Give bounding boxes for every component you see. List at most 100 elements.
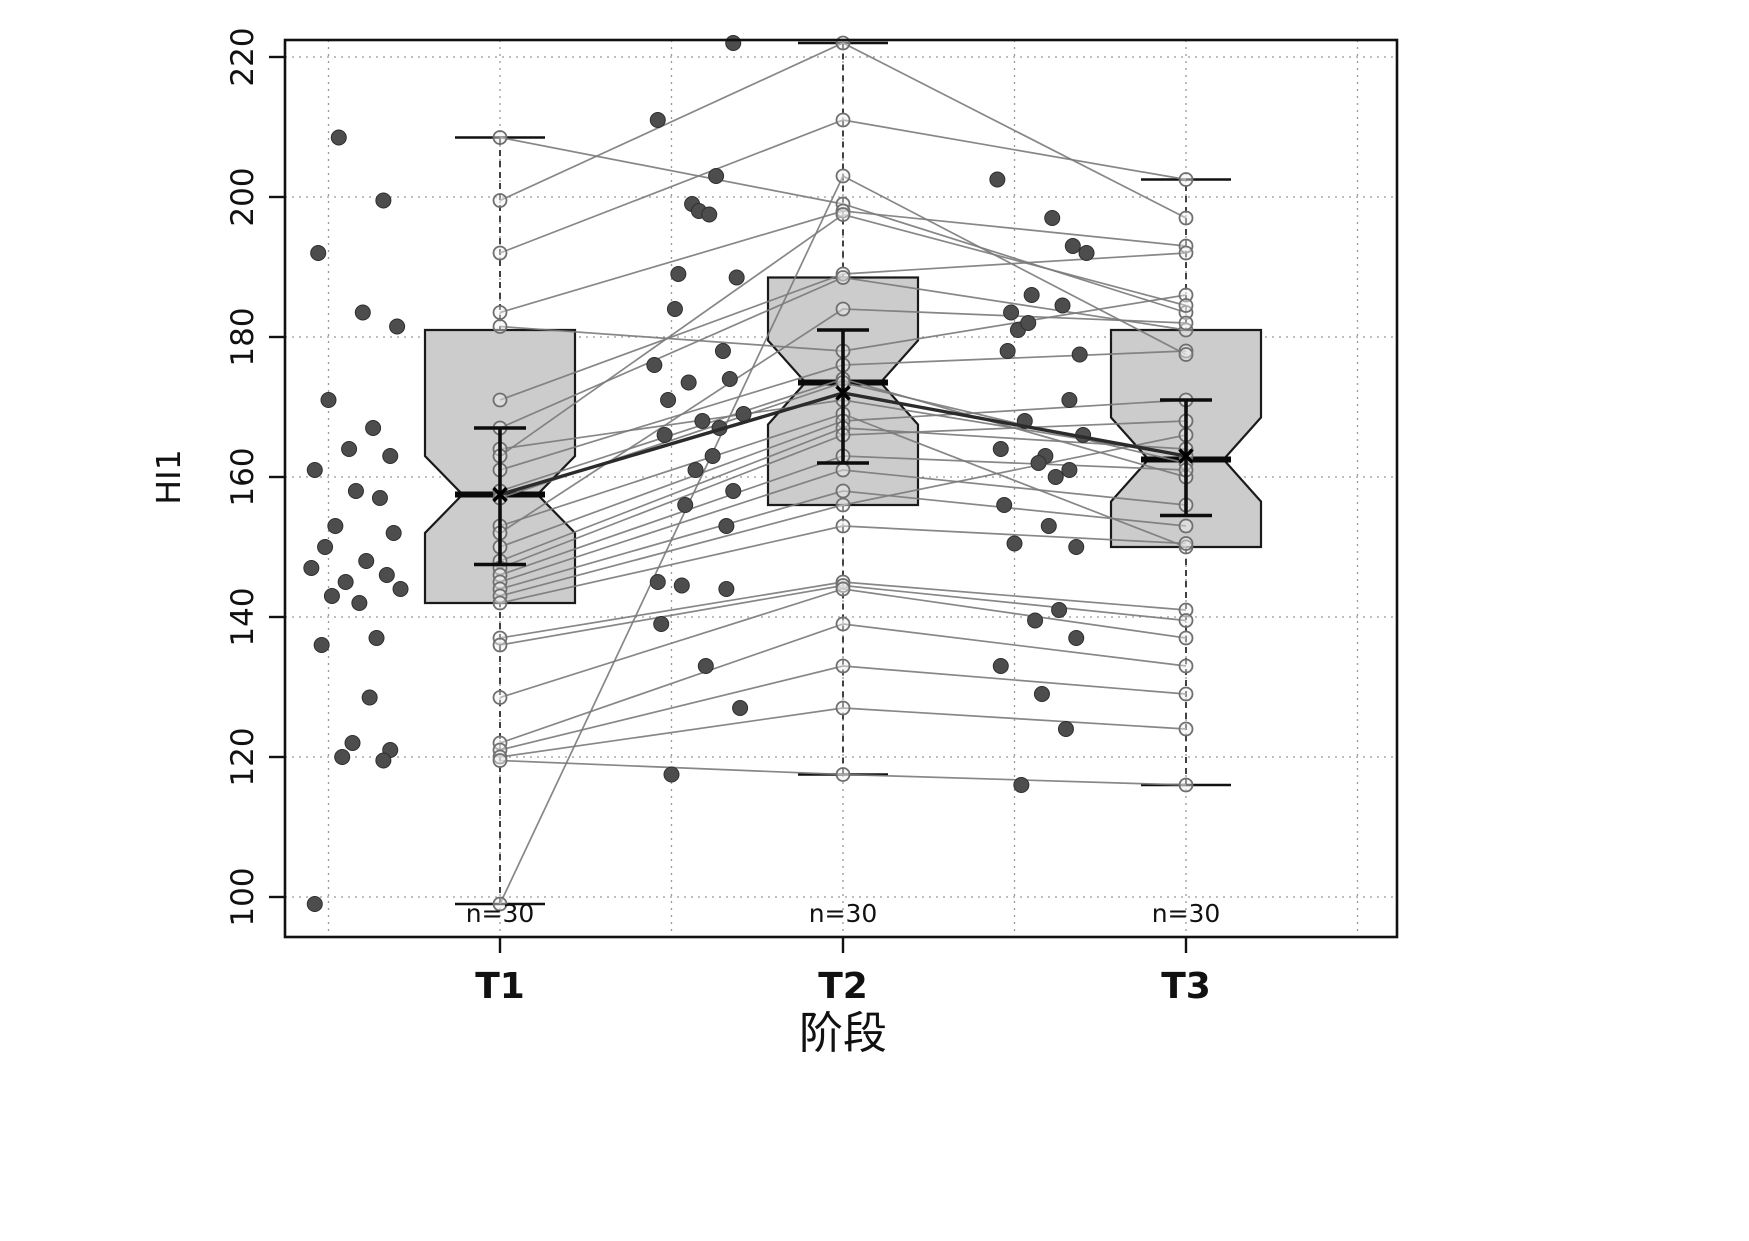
x-tick-label-T2: T2 xyxy=(818,966,868,1007)
raw-data-dot xyxy=(663,766,680,783)
y-axis-title: HI1 xyxy=(149,449,188,505)
y-tick-label: 100 xyxy=(225,867,261,926)
raw-data-dot xyxy=(666,301,683,317)
raw-data-dot xyxy=(1068,539,1085,555)
raw-data-dot xyxy=(718,518,735,534)
raw-data-dot xyxy=(1040,518,1057,534)
raw-data-dot xyxy=(687,462,704,478)
open-point xyxy=(835,767,851,782)
raw-data-dot xyxy=(365,420,382,436)
open-point xyxy=(492,305,508,320)
means xyxy=(492,385,1194,503)
open-point xyxy=(835,700,851,716)
raw-data-dot xyxy=(310,245,327,261)
raw-data-dot xyxy=(646,357,663,373)
open-point xyxy=(835,270,851,285)
open-point xyxy=(835,35,851,51)
raw-data-dot xyxy=(385,525,402,541)
y-tick-label: 120 xyxy=(225,727,261,786)
raw-data-dot xyxy=(1027,612,1044,629)
open-point xyxy=(835,207,851,222)
raw-data-dot xyxy=(323,588,340,604)
open-point xyxy=(1178,210,1194,226)
open-point xyxy=(835,301,851,317)
raw-data-dot xyxy=(996,497,1013,513)
raw-data-dot xyxy=(992,441,1009,457)
raw-data-dot xyxy=(358,553,375,569)
open-point xyxy=(1178,347,1194,362)
raw-data-dot xyxy=(725,35,742,51)
open-point xyxy=(1178,630,1194,646)
raw-data-dot xyxy=(725,483,742,499)
raw-data-dot xyxy=(653,616,670,632)
raw-data-dot xyxy=(718,581,735,597)
open-point xyxy=(835,518,851,534)
open-point xyxy=(492,193,508,208)
mean-marker xyxy=(1178,448,1194,464)
raw-data-dot xyxy=(649,574,666,590)
raw-data-dot xyxy=(660,392,677,408)
x-tick-label-T1: T1 xyxy=(475,966,525,1007)
open-point xyxy=(1178,721,1194,737)
raw-data-dot xyxy=(673,577,690,594)
raw-data-dot xyxy=(306,896,323,912)
subject-trajectory xyxy=(499,665,1187,751)
open-point xyxy=(835,168,851,184)
subject-trajectory xyxy=(499,276,1187,429)
open-point xyxy=(835,658,851,674)
mean-marker xyxy=(492,486,508,503)
mean-marker xyxy=(835,385,851,401)
y-axis: 100 120 140 160 180 200 220 xyxy=(225,27,285,927)
subject-trajectory xyxy=(499,469,1187,583)
raw-data-dot xyxy=(1051,602,1068,618)
raw-data-dot xyxy=(680,374,697,391)
raw-data-dot xyxy=(337,574,354,590)
raw-data-dot xyxy=(317,539,334,555)
raw-data-dot xyxy=(694,413,711,429)
raw-data-dot xyxy=(371,490,388,506)
subject-trajectory xyxy=(499,119,1187,254)
raw-data-dot xyxy=(1006,535,1023,552)
raw-data-dot xyxy=(677,497,694,513)
open-point xyxy=(1178,602,1194,618)
y-tick-label: 200 xyxy=(225,167,261,226)
open-point xyxy=(1178,172,1194,187)
raw-data-dot xyxy=(992,658,1009,674)
open-point xyxy=(1178,315,1194,331)
subject-trajectory xyxy=(499,308,1187,534)
y-tick-label: 220 xyxy=(225,27,261,86)
raw-data-dot xyxy=(361,689,378,706)
raw-data-dot xyxy=(347,483,364,499)
subject-trajectory xyxy=(499,252,1187,401)
open-point xyxy=(835,581,851,597)
raw-data-dot xyxy=(708,168,725,184)
raw-data-dot xyxy=(1044,210,1061,226)
raw-data-dot xyxy=(1061,462,1078,478)
raw-data-dot xyxy=(704,448,721,464)
raw-data-dot xyxy=(320,392,337,408)
open-point xyxy=(1178,777,1194,793)
raw-data-dot xyxy=(649,112,666,128)
x-tick-label-T3: T3 xyxy=(1161,966,1211,1007)
open-point xyxy=(492,896,508,912)
raw-data-dot xyxy=(1061,392,1078,408)
open-point xyxy=(835,462,851,478)
subject-trajectory xyxy=(499,623,1187,744)
raw-data-dot xyxy=(728,269,745,286)
open-point xyxy=(492,595,508,611)
x-axis-title: 阶段 xyxy=(799,1008,887,1059)
n-label: n=30 xyxy=(466,899,535,928)
open-point xyxy=(492,245,508,261)
subject-trajectory xyxy=(499,759,1187,786)
raw-data-dot xyxy=(306,462,323,478)
raw-data-dot xyxy=(989,171,1006,188)
raw-data-dot xyxy=(1020,315,1037,331)
open-point xyxy=(492,130,508,145)
subject-trajectory xyxy=(499,490,1187,590)
open-point xyxy=(1178,245,1194,261)
plot-border xyxy=(283,38,1399,939)
